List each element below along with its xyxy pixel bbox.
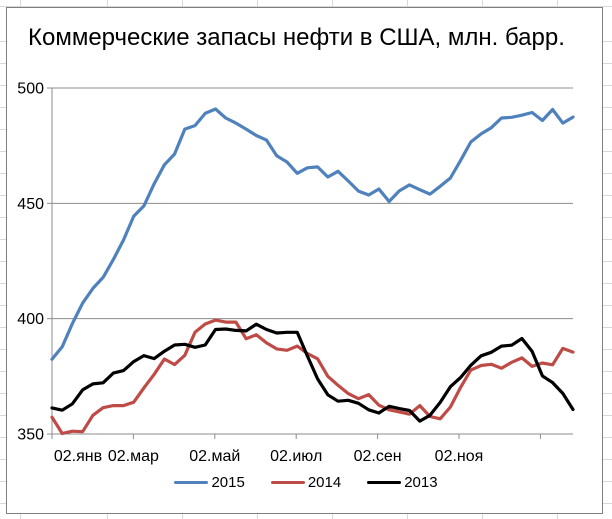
y-tick-label: 500 (17, 81, 44, 98)
chart-title[interactable]: Коммерческие запасы нефти в США, млн. ба… (28, 24, 565, 51)
legend-label-2015: 2015 (211, 474, 245, 491)
x-tick-label: 02.мар (108, 448, 159, 465)
y-tick-label: 350 (17, 427, 44, 444)
y-tick-label: 400 (17, 311, 44, 328)
legend-label-2013: 2013 (404, 474, 438, 491)
chart-frame[interactable] (6, 7, 603, 514)
series-line-2013[interactable] (50, 322, 575, 423)
x-tick-label: 02.ноя (435, 448, 484, 465)
legend-item-2014[interactable]: 2014 (270, 474, 342, 491)
legend-item-2013[interactable]: 2013 (367, 474, 438, 491)
series-line-2015[interactable] (50, 107, 575, 361)
x-tick-label: 02.янв (54, 448, 102, 465)
y-tick-label: 450 (17, 196, 44, 213)
x-tick-label: 02.май (189, 448, 240, 465)
chart-legend: 2015 2014 2013 (0, 474, 612, 491)
legend-label-2014: 2014 (307, 474, 342, 491)
legend-swatch-2014 (270, 480, 305, 485)
legend-swatch-2013 (367, 480, 402, 485)
series-line-2014[interactable] (50, 318, 575, 436)
x-tick-label: 02.сен (354, 448, 402, 465)
legend-swatch-2015 (174, 480, 209, 485)
x-tick-label: 02.июл (270, 448, 322, 465)
legend-item-2015[interactable]: 2015 (174, 474, 245, 491)
